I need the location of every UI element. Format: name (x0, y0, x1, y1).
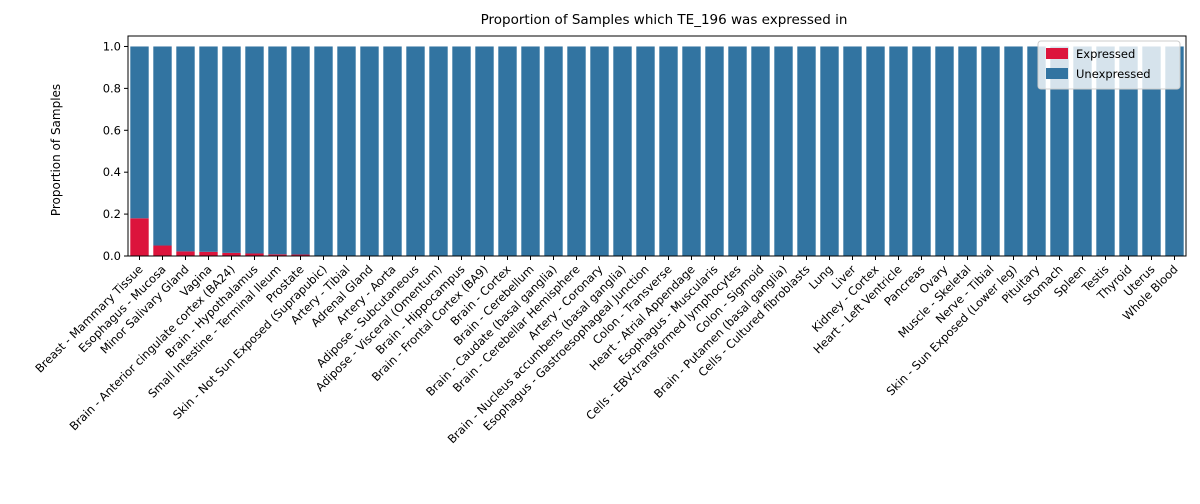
bar-unexpressed (406, 46, 425, 257)
bar-unexpressed (245, 46, 264, 254)
bar-unexpressed (291, 46, 310, 255)
bar-unexpressed (843, 46, 862, 257)
bar-unexpressed (360, 46, 379, 257)
y-axis-label: Proportion of Samples (49, 84, 63, 216)
bar-unexpressed (636, 46, 655, 257)
bar-unexpressed (452, 46, 471, 257)
legend-label: Expressed (1076, 47, 1135, 61)
bar-unexpressed (337, 46, 356, 257)
bar-unexpressed (981, 46, 1000, 257)
bar-unexpressed (314, 46, 333, 257)
bar-unexpressed (1004, 46, 1023, 257)
y-ticks-group: 0.0 0.2 0.4 0.6 0.8 1.0 (103, 39, 128, 263)
bar-unexpressed (1073, 46, 1092, 257)
bar-expressed (176, 251, 195, 256)
y-tick-label: 0.8 (103, 81, 121, 95)
bar-unexpressed (130, 46, 149, 219)
bar-unexpressed (797, 46, 816, 257)
bar-unexpressed (728, 46, 747, 257)
bar-unexpressed (1142, 46, 1161, 257)
bar-unexpressed (682, 46, 701, 257)
bar-unexpressed (889, 46, 908, 257)
legend-box (1037, 40, 1181, 90)
bar-unexpressed (383, 46, 402, 257)
bar-unexpressed (1027, 46, 1046, 257)
bar-unexpressed (222, 46, 241, 253)
bar-unexpressed (613, 46, 632, 257)
bar-unexpressed (1165, 46, 1184, 257)
bar-unexpressed (429, 46, 448, 257)
bars-group (130, 46, 1184, 257)
bar-unexpressed (958, 46, 977, 257)
bar-unexpressed (268, 46, 287, 255)
bar-unexpressed (199, 46, 218, 252)
bar-unexpressed (1119, 46, 1138, 257)
bar-unexpressed (1096, 46, 1115, 257)
y-tick-label: 0.2 (103, 207, 121, 221)
y-tick-label: 0.4 (103, 165, 121, 179)
bar-unexpressed (475, 46, 494, 257)
bar-expressed (245, 253, 264, 256)
bar-unexpressed (153, 46, 172, 246)
bar-expressed (268, 254, 287, 256)
bar-unexpressed (544, 46, 563, 257)
bar-unexpressed (820, 46, 839, 257)
bar-unexpressed (176, 46, 195, 252)
bar-expressed (130, 218, 149, 256)
bar-unexpressed (521, 46, 540, 257)
legend-swatch-expressed (1046, 48, 1068, 59)
x-tick-label: Lung (806, 262, 836, 292)
bar-expressed (222, 252, 241, 256)
bar-unexpressed (912, 46, 931, 257)
legend-label: Unexpressed (1076, 67, 1151, 81)
bar-unexpressed (567, 46, 586, 257)
chart-title: Proportion of Samples which TE_196 was e… (481, 12, 848, 28)
bar-expressed (199, 251, 218, 256)
bar-unexpressed (498, 46, 517, 257)
bar-expressed (153, 245, 172, 256)
bar-expressed (291, 254, 310, 256)
legend-swatch-unexpressed (1046, 68, 1068, 79)
bar-unexpressed (774, 46, 793, 257)
bar-unexpressed (705, 46, 724, 257)
y-tick-label: 0.6 (103, 123, 121, 137)
y-tick-label: 0.0 (103, 249, 121, 263)
plot-frame (127, 35, 1187, 257)
bar-unexpressed (1050, 46, 1069, 257)
bar-unexpressed (866, 46, 885, 257)
legend: Expressed Unexpressed (1037, 40, 1181, 90)
bar-unexpressed (935, 46, 954, 257)
bar-unexpressed (751, 46, 770, 257)
bar-unexpressed (590, 46, 609, 257)
bar-unexpressed (659, 46, 678, 257)
axes-group (127, 35, 1187, 257)
y-tick-label: 1.0 (103, 39, 121, 53)
